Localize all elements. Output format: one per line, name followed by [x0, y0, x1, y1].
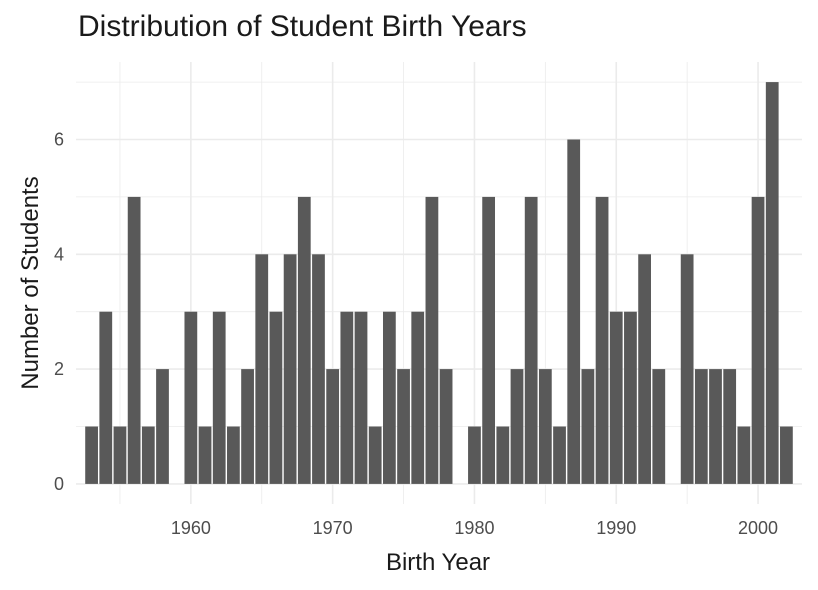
x-tick-label: 1960: [171, 518, 211, 538]
y-tick-label: 4: [54, 244, 64, 264]
bar: [326, 369, 340, 484]
bars: [85, 82, 793, 484]
bar: [212, 311, 226, 484]
bar: [113, 426, 127, 484]
bar: [694, 369, 708, 484]
bar: [723, 369, 737, 484]
bar: [227, 426, 240, 484]
bar: [184, 311, 198, 484]
bar: [439, 369, 453, 484]
bar: [765, 82, 779, 484]
y-axis-title: Number of Students: [17, 176, 44, 389]
bar: [751, 196, 765, 484]
bar: [638, 254, 651, 484]
bar: [283, 254, 297, 484]
bar: [156, 369, 169, 484]
bar: [382, 311, 396, 484]
x-tick-label: 1990: [596, 518, 636, 538]
bar: [397, 369, 410, 484]
bar: [482, 196, 496, 484]
bar: [368, 426, 382, 484]
bar: [680, 254, 694, 484]
bar: [269, 311, 283, 484]
bar: [340, 311, 354, 484]
bar: [241, 369, 254, 484]
bar: [510, 369, 524, 484]
x-tick-label: 1980: [454, 518, 494, 538]
bar: [468, 426, 481, 484]
y-tick-label: 6: [54, 129, 64, 149]
bar: [411, 311, 425, 484]
y-tick-label: 2: [54, 359, 64, 379]
bar: [354, 311, 368, 484]
bar: [567, 139, 581, 484]
chart-title: Distribution of Student Birth Years: [78, 10, 527, 43]
bar: [85, 426, 98, 484]
bar: [624, 311, 637, 484]
bar: [595, 196, 609, 484]
bar: [496, 426, 510, 484]
bar: [312, 254, 325, 484]
bar: [99, 311, 113, 484]
bar: [609, 311, 623, 484]
x-axis-title: Birth Year: [386, 549, 490, 576]
tick-labels: 1960 1970 1980 1990 2000 0 2 4 6: [54, 129, 778, 538]
bar: [538, 369, 552, 484]
bar: [780, 426, 793, 484]
x-tick-label: 1970: [313, 518, 353, 538]
bar: [524, 196, 538, 484]
bar: [127, 196, 141, 484]
bar: [652, 369, 666, 484]
bar: [425, 196, 439, 484]
bar: [553, 426, 566, 484]
bar: [255, 254, 269, 484]
bar: [709, 369, 722, 484]
bar: [581, 369, 595, 484]
bar: [198, 426, 212, 484]
bar: [141, 426, 155, 484]
bar: [737, 426, 751, 484]
x-tick-label: 2000: [738, 518, 778, 538]
y-tick-label: 0: [54, 474, 64, 494]
bar: [297, 196, 311, 484]
